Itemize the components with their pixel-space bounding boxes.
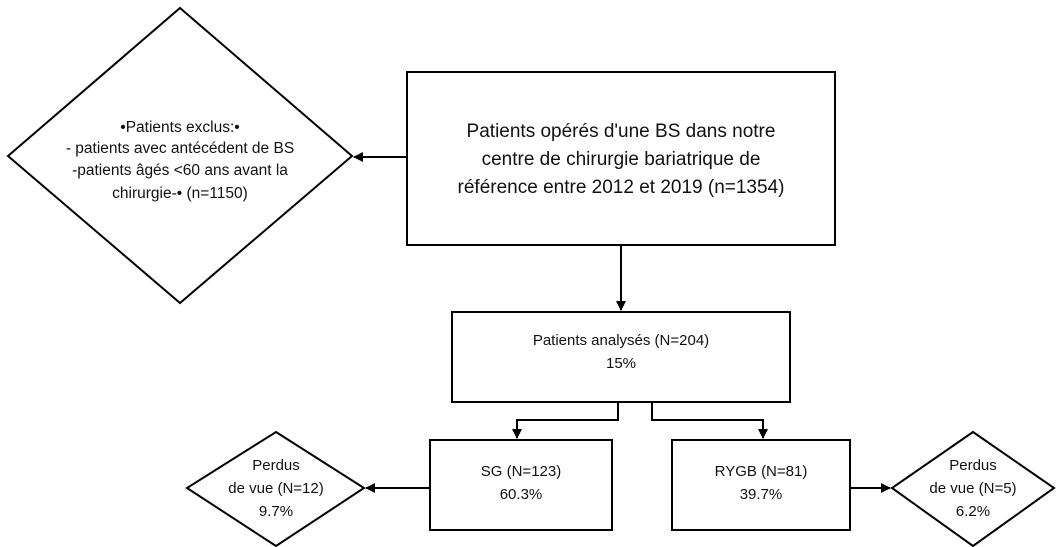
analysed-box bbox=[451, 311, 791, 403]
lost-sg-diamond bbox=[185, 430, 366, 547]
node-text: -patients âgés <60 ans avant la bbox=[72, 162, 288, 179]
excluded-diamond bbox=[6, 6, 354, 305]
node-text: chirurgie-• (n=1150) bbox=[112, 185, 248, 202]
node-text: 39.7% bbox=[740, 486, 783, 503]
node-text: RYGB (N=81) bbox=[715, 463, 808, 480]
node-text: Patients analysés (N=204) bbox=[533, 332, 709, 349]
node-text: 60.3% bbox=[500, 486, 543, 503]
sg-box bbox=[429, 439, 613, 531]
node-text: 6.2% bbox=[956, 503, 990, 520]
arrow bbox=[651, 402, 768, 439]
node-text: SG (N=123) bbox=[481, 463, 561, 480]
node-text: Perdus bbox=[949, 457, 997, 474]
main-box bbox=[406, 71, 836, 246]
node-text: centre de chirurgie bariatrique de bbox=[482, 149, 761, 170]
node-text: Perdus bbox=[252, 457, 300, 474]
node-text: •Patients exclus:• bbox=[120, 119, 239, 136]
node-text: - patients avec antécédent de BS bbox=[66, 140, 294, 157]
node-text: de vue (N=12) bbox=[228, 480, 323, 497]
node-text: Patients opérés d'une BS dans notre bbox=[467, 121, 776, 142]
node-text: 9.7% bbox=[259, 503, 293, 520]
node-text: référence entre 2012 et 2019 (n=1354) bbox=[458, 177, 785, 198]
node-text: de vue (N=5) bbox=[929, 480, 1016, 497]
node-text: 15% bbox=[606, 355, 636, 372]
rygb-box bbox=[671, 439, 851, 531]
arrow bbox=[512, 402, 619, 439]
lost-rygb-diamond bbox=[890, 430, 1056, 547]
